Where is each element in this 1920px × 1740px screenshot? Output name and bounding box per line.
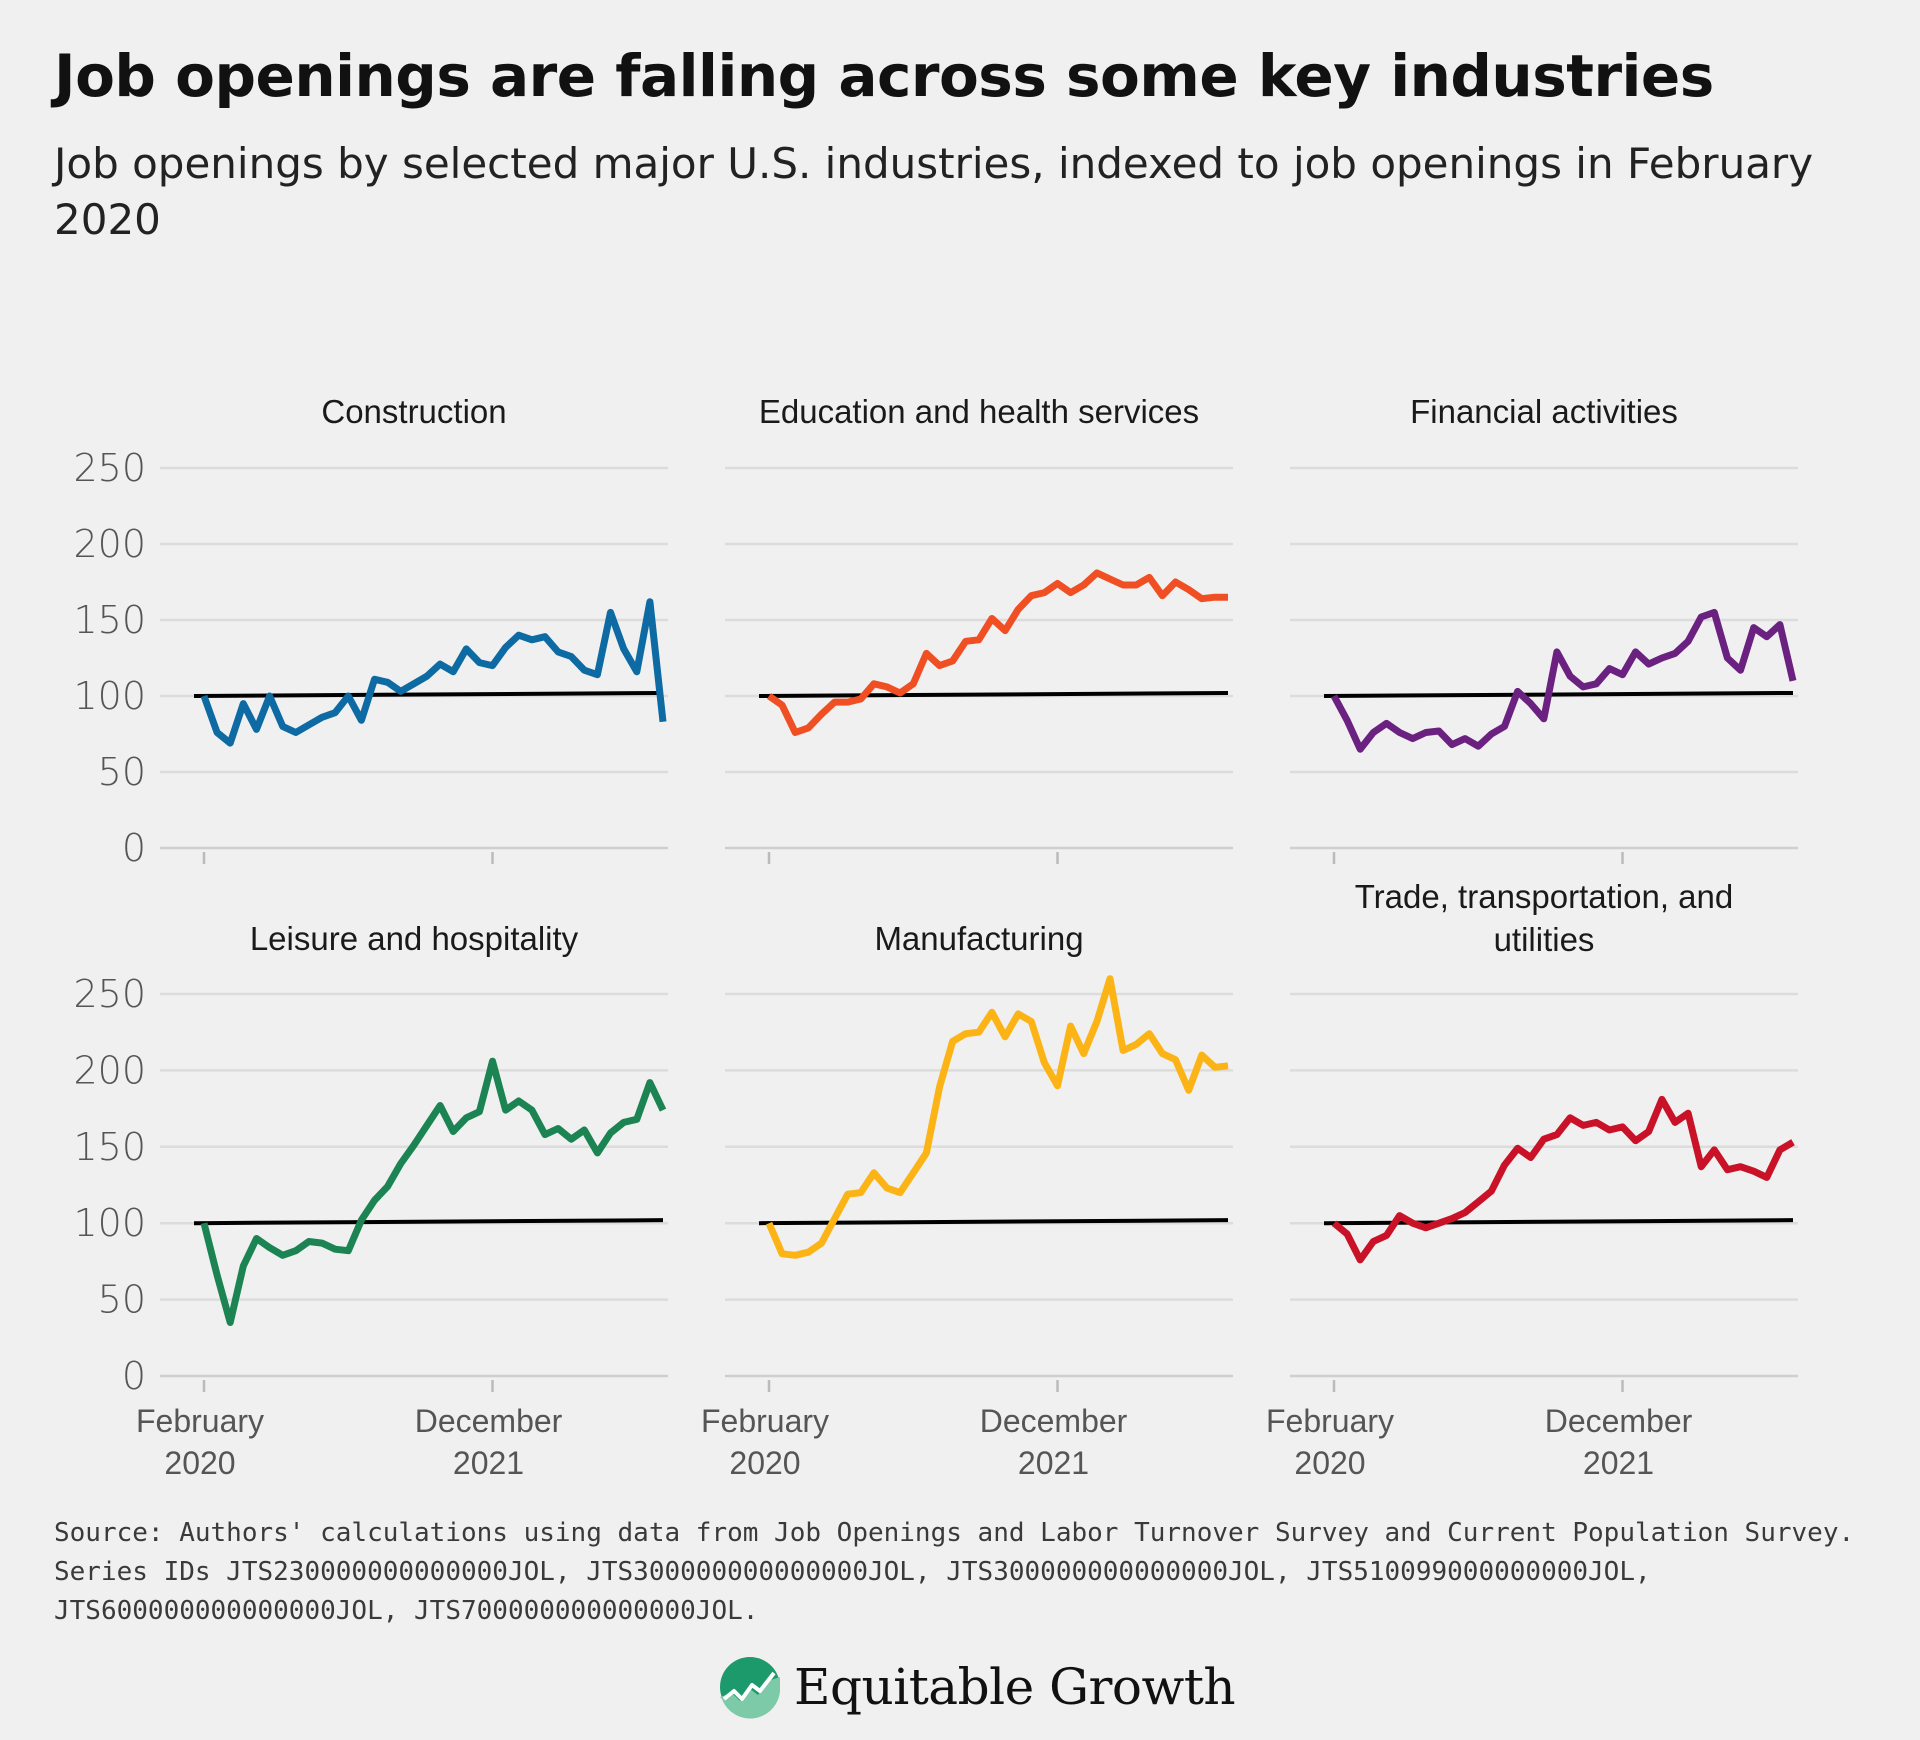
logo: Equitable Growth: [718, 1655, 1236, 1719]
small-multiples-chart: Construction 0 50 100 150 200 250 Education and…: [73, 393, 1798, 1481]
y-tick-label: 100: [73, 674, 146, 718]
series-line-construction: [200, 598, 667, 747]
x-tick-label: 2020: [729, 1445, 800, 1481]
y-tick-label: 250: [73, 446, 146, 490]
series-line-education-and-health-services: [767, 569, 1228, 736]
panel-title-2: Education and health services: [759, 393, 1199, 430]
rising-chart-logo-icon: [720, 1657, 780, 1719]
y-tick-label: 100: [73, 1201, 146, 1245]
y-tick-label: 0: [122, 1354, 146, 1398]
x-tick-label: December: [980, 1403, 1128, 1439]
baseline-100: [1323, 1218, 1794, 1226]
y-tick-label: 150: [73, 598, 146, 642]
x-tick-label: 2020: [1294, 1445, 1365, 1481]
y-tick-label: 50: [98, 1278, 146, 1322]
y-tick-label: 150: [73, 1125, 146, 1169]
x-tick-label: December: [415, 1403, 563, 1439]
baseline-100: [193, 1218, 664, 1226]
x-tick-label: 2021: [1018, 1445, 1089, 1481]
x-tick-label: 2020: [164, 1445, 235, 1481]
panel-title-6: utilities: [1494, 921, 1595, 958]
panel-title-6: Trade, transportation, and: [1355, 878, 1734, 915]
baseline-100: [758, 1218, 1229, 1226]
panel-title-4: Leisure and hospitality: [250, 920, 579, 957]
x-tick-label: February: [701, 1403, 829, 1439]
y-tick-label: 250: [73, 972, 146, 1016]
x-tick-label: February: [136, 1403, 264, 1439]
chart-subtitle: Job openings by selected major U.S. indu…: [54, 139, 1814, 244]
chart-title: Job openings are falling across some key…: [54, 42, 1714, 110]
x-tick-label: December: [1545, 1403, 1693, 1439]
x-tick-label: 2021: [453, 1445, 524, 1481]
y-tick-label: 0: [122, 826, 146, 870]
baseline-100: [1323, 690, 1794, 698]
panel-title-3: Financial activities: [1410, 393, 1678, 430]
source-note: Source: Authors' calculations using data…: [54, 1518, 1870, 1626]
x-tick-label: 2021: [1583, 1445, 1654, 1481]
panel-title-1: Construction: [321, 393, 506, 430]
series-line-manufacturing: [765, 975, 1229, 1259]
series-line-leisure-and-hospitality: [200, 1057, 667, 1326]
x-tick-label: February: [1266, 1403, 1394, 1439]
logo-text: Equitable Growth: [794, 1658, 1236, 1716]
y-tick-label: 200: [73, 522, 146, 566]
panel-title-5: Manufacturing: [874, 920, 1083, 957]
y-tick-label: 50: [98, 750, 146, 794]
y-tick-label: 200: [73, 1048, 146, 1092]
series-line-trade-transportation-and-utilities: [1331, 1095, 1795, 1264]
series-line-financial-activities: [1330, 608, 1797, 753]
baseline-100: [758, 690, 1229, 698]
